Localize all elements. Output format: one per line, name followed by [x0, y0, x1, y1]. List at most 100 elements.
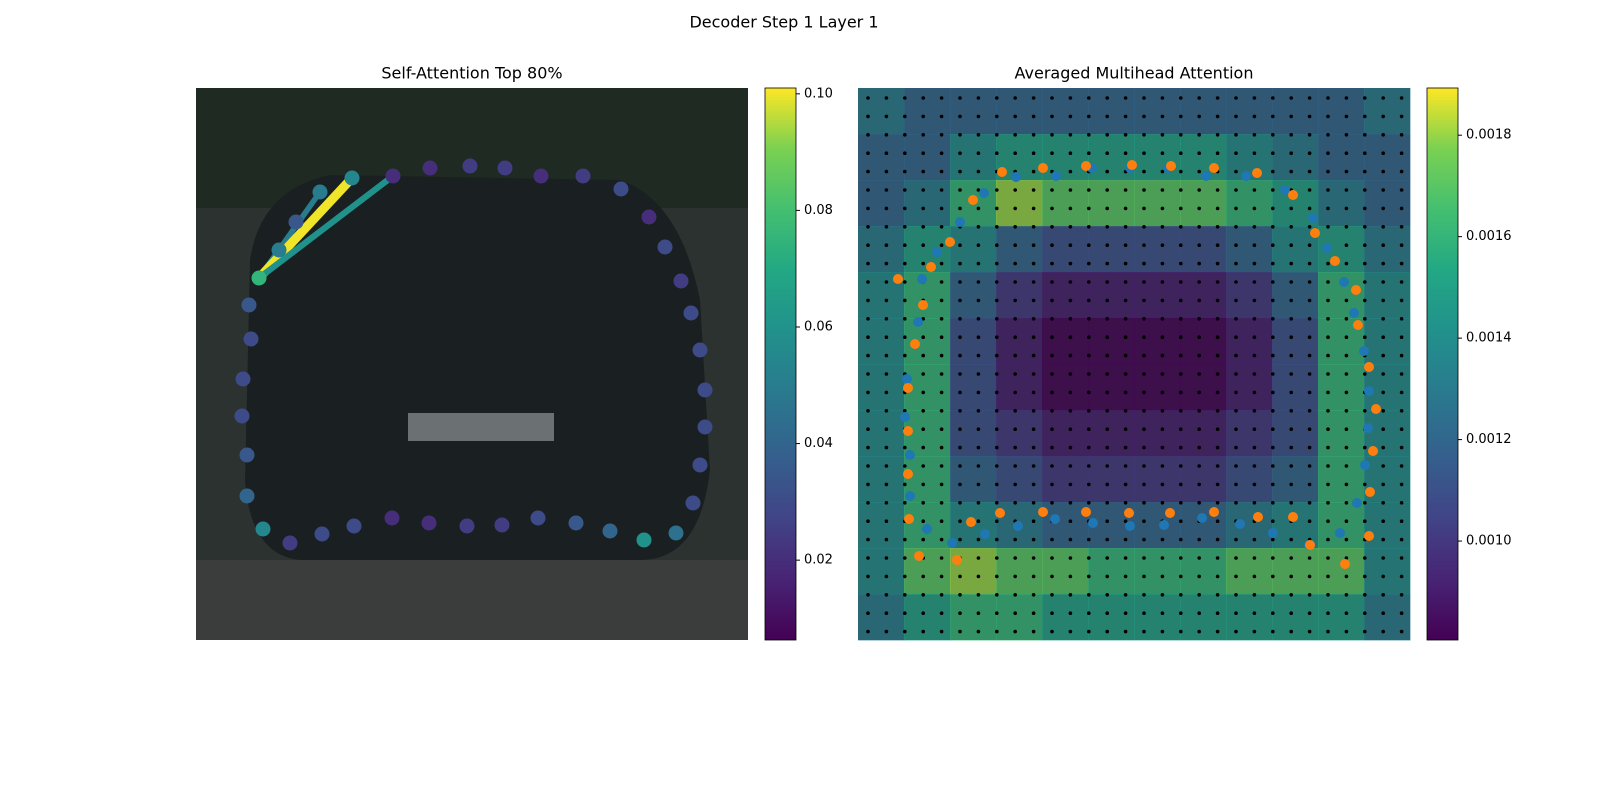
- grid-dot: [884, 96, 889, 100]
- grid-dot: [958, 611, 962, 615]
- point: [1124, 508, 1134, 518]
- grid-dot: [1215, 482, 1220, 487]
- heatmap-cell: [1226, 272, 1273, 319]
- grid-dot: [1179, 556, 1183, 560]
- grid-dot: [1252, 114, 1257, 119]
- grid-dot: [976, 464, 981, 468]
- heatmap-cell: [1364, 180, 1411, 227]
- grid-dot: [1068, 445, 1073, 450]
- point: [1322, 243, 1332, 253]
- heatmap-cell: [1042, 88, 1089, 135]
- grid-dot: [1068, 427, 1073, 432]
- grid-dot: [884, 335, 889, 340]
- grid-dot: [1123, 519, 1128, 523]
- grid-dot: [1271, 519, 1275, 523]
- grid-dot: [1307, 611, 1312, 615]
- grid-dot: [1197, 574, 1201, 579]
- grid-dot: [1087, 629, 1091, 634]
- grid-dot: [1326, 629, 1330, 634]
- grid-dot: [958, 537, 962, 542]
- grid-dot: [921, 133, 925, 137]
- grid-dot: [1215, 335, 1220, 340]
- heatmap-cell: [1042, 456, 1089, 503]
- heatmap-cell: [858, 88, 905, 135]
- grid-dot: [1252, 317, 1257, 321]
- grid-dot: [1399, 390, 1404, 395]
- attention-point: [673, 273, 689, 289]
- heatmap-cell: [1134, 548, 1181, 595]
- colorbar-tick-label: 0.0018: [1466, 128, 1512, 143]
- grid-dot: [1344, 206, 1349, 211]
- point: [1125, 521, 1135, 531]
- point: [1165, 508, 1175, 518]
- grid-dot: [1197, 169, 1201, 174]
- grid-dot: [866, 372, 870, 376]
- grid-dot: [1031, 96, 1036, 100]
- heatmap-cell: [1134, 364, 1181, 411]
- grid-dot: [1068, 261, 1073, 266]
- heatmap-cell: [1272, 318, 1319, 365]
- grid-dot: [958, 133, 962, 137]
- grid-dot: [976, 114, 981, 119]
- grid-dot: [1234, 556, 1238, 560]
- grid-dot: [866, 556, 870, 560]
- grid-dot: [939, 593, 944, 597]
- grid-dot: [1142, 261, 1146, 266]
- grid-dot: [1252, 298, 1257, 303]
- grid-dot: [939, 574, 944, 579]
- grid-dot: [1326, 317, 1330, 321]
- grid-dot: [1381, 206, 1385, 211]
- heatmap-cell: [858, 226, 905, 273]
- heatmap-cell: [1272, 594, 1319, 641]
- grid-dot: [958, 335, 962, 340]
- grid-dot: [1344, 445, 1349, 450]
- grid-dot: [1252, 464, 1257, 468]
- grid-dot: [976, 574, 981, 579]
- grid-dot: [1068, 593, 1073, 597]
- grid-dot: [1399, 114, 1404, 119]
- grid-dot: [1363, 556, 1367, 560]
- grid-dot: [903, 261, 907, 266]
- attention-point: [692, 457, 708, 473]
- grid-dot: [1179, 261, 1183, 266]
- grid-dot: [1307, 114, 1312, 119]
- grid-dot: [1326, 611, 1330, 615]
- grid-dot: [1179, 574, 1183, 579]
- point: [904, 514, 914, 524]
- colorbar: [1426, 87, 1459, 641]
- grid-dot: [1363, 372, 1367, 376]
- grid-dot: [1326, 574, 1330, 579]
- grid-dot: [1087, 243, 1091, 247]
- grid-dot: [1234, 574, 1238, 579]
- grid-dot: [884, 133, 889, 137]
- grid-dot: [1160, 409, 1165, 413]
- grid-dot: [921, 151, 925, 155]
- grid-dot: [1344, 261, 1349, 266]
- grid-dot: [1326, 114, 1330, 119]
- grid-dot: [1105, 353, 1109, 358]
- grid-dot: [1031, 243, 1036, 247]
- grid-dot: [1399, 537, 1404, 542]
- grid-dot: [1307, 556, 1312, 560]
- grid-dot: [1105, 151, 1109, 155]
- grid-dot: [1105, 519, 1109, 523]
- grid-dot: [1344, 593, 1349, 597]
- colorbar-tick-label: 0.10: [804, 86, 833, 101]
- heatmap-cell: [1318, 180, 1365, 227]
- grid-dot: [1289, 629, 1293, 634]
- grid-dot: [1271, 188, 1275, 192]
- grid-dot: [1363, 298, 1367, 303]
- grid-dot: [1123, 427, 1128, 432]
- grid-dot: [1087, 593, 1091, 597]
- grid-dot: [1013, 501, 1017, 505]
- point: [966, 517, 976, 527]
- grid-dot: [1050, 335, 1054, 340]
- grid-dot: [1142, 501, 1146, 505]
- point: [1364, 386, 1374, 396]
- grid-dot: [903, 611, 907, 615]
- attention-point: [239, 488, 255, 504]
- grid-dot: [1252, 335, 1257, 340]
- grid-dot: [1399, 353, 1404, 358]
- heatmap-cell: [858, 180, 905, 227]
- grid-dot: [1307, 445, 1312, 450]
